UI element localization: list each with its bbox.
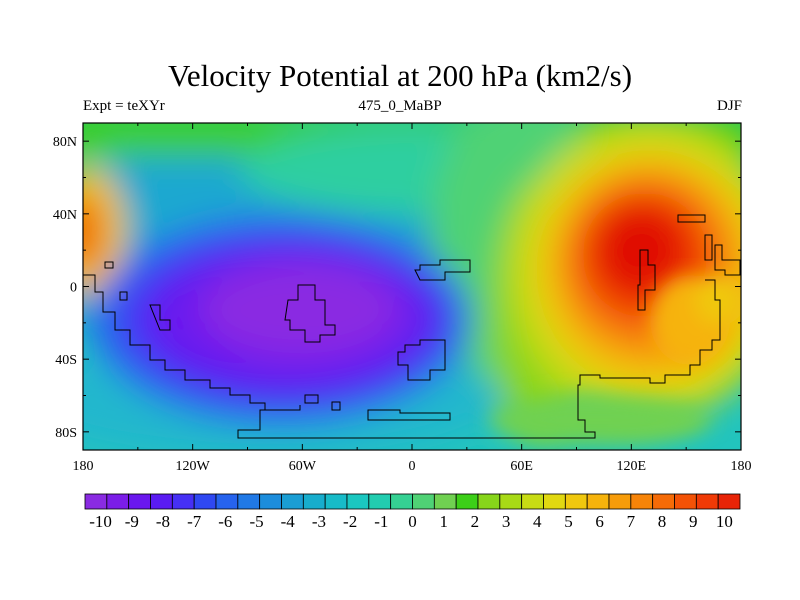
- colorbar-label: 10: [716, 512, 733, 531]
- lon-tick-label: 0: [409, 459, 416, 474]
- lat-tick-label: 40N: [53, 208, 77, 223]
- colorbar: [84, 493, 741, 510]
- colorbar-swatch: [652, 493, 675, 510]
- colorbar-label: 6: [595, 512, 604, 531]
- colorbar-label: 8: [658, 512, 667, 531]
- colorbar-swatch: [106, 493, 130, 510]
- lat-tick-label: 40S: [55, 353, 77, 368]
- colorbar-label: -3: [312, 512, 326, 531]
- colorbar-swatch: [324, 493, 348, 510]
- colorbar-label: 7: [627, 512, 636, 531]
- colorbar-swatch: [674, 493, 697, 510]
- velocity-potential-field: [83, 123, 741, 450]
- colorbar-label: -10: [89, 512, 112, 531]
- colorbar-swatch: [150, 493, 173, 510]
- colorbar-swatch: [237, 493, 261, 510]
- colorbar-swatch: [586, 493, 610, 510]
- colorbar-swatch: [477, 493, 501, 510]
- period-label: 475_0_MaBP: [358, 98, 442, 114]
- lat-tick-label: 80S: [55, 426, 77, 441]
- colorbar-label: 1: [439, 512, 448, 531]
- colorbar-label: -1: [374, 512, 388, 531]
- colorbar-swatch: [128, 493, 151, 510]
- colorbar-swatch: [193, 493, 217, 510]
- colorbar-label: -9: [125, 512, 139, 531]
- colorbar-label: 3: [502, 512, 511, 531]
- colorbar-swatch: [281, 493, 304, 510]
- colorbar-swatch: [368, 493, 392, 510]
- colorbar-swatch: [630, 493, 654, 510]
- colorbar-swatch: [215, 493, 239, 510]
- colorbar-swatch: [695, 493, 719, 510]
- colorbar-swatch: [171, 493, 195, 510]
- experiment-label: Expt = teXYr: [83, 98, 165, 114]
- colorbar-label: 9: [689, 512, 698, 531]
- colorbar-swatch: [259, 493, 282, 510]
- colorbar-label: -6: [218, 512, 232, 531]
- colorbar-swatch: [302, 493, 326, 510]
- colorbar-swatch: [717, 493, 741, 510]
- colorbar-swatch: [543, 493, 566, 510]
- colorbar-label: 0: [408, 512, 417, 531]
- colorbar-label: 5: [564, 512, 573, 531]
- colorbar-swatch: [608, 493, 632, 510]
- colorbar-swatch: [84, 493, 108, 510]
- lat-tick-label: 0: [70, 281, 77, 296]
- colorbar-swatch: [433, 493, 457, 510]
- colorbar-label: -5: [249, 512, 263, 531]
- colorbar-swatch: [412, 493, 435, 510]
- coastlines: [83, 214, 741, 439]
- colorbar-label: -8: [156, 512, 170, 531]
- plot-title: Velocity Potential at 200 hPa (km2/s): [167, 58, 633, 93]
- lon-tick-label: 180: [73, 459, 94, 474]
- colorbar-swatch: [564, 493, 588, 510]
- lon-tick-label: 60E: [510, 459, 533, 474]
- lon-tick-label: 180: [731, 459, 752, 474]
- colorbar-swatch: [346, 493, 370, 510]
- lon-tick-label: 120W: [176, 459, 211, 474]
- colorbar-swatch: [455, 493, 479, 510]
- colorbar-swatch: [521, 493, 544, 510]
- lat-tick-label: 80N: [53, 135, 77, 150]
- colorbar-label: -2: [343, 512, 357, 531]
- colorbar-swatch: [390, 493, 413, 510]
- lon-tick-label: 120E: [617, 459, 647, 474]
- colorbar-label: 4: [533, 512, 542, 531]
- colorbar-label: -7: [187, 512, 202, 531]
- season-label: DJF: [716, 98, 742, 114]
- colorbar-swatch: [499, 493, 523, 510]
- colorbar-label: -4: [281, 512, 296, 531]
- lon-tick-label: 60W: [289, 459, 317, 474]
- colorbar-label: 2: [471, 512, 480, 531]
